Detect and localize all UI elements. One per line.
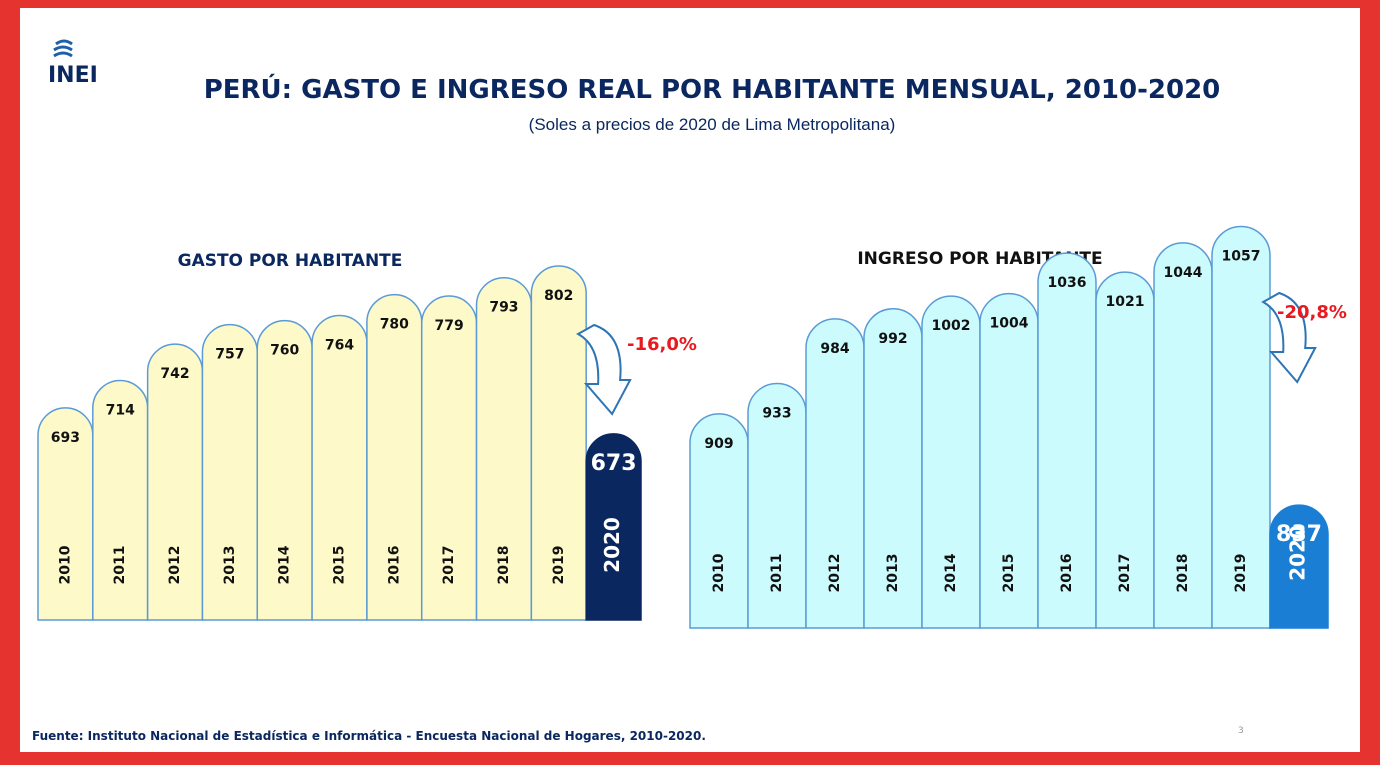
- page-subtitle: (Soles a precios de 2020 de Lima Metropo…: [529, 115, 896, 134]
- change-arrow: [576, 323, 632, 416]
- value-label: 1002: [932, 318, 971, 334]
- year-label: 2012: [827, 554, 843, 593]
- year-label: 2011: [112, 546, 128, 585]
- year-label: 2012: [167, 546, 183, 585]
- bar: [1211, 225, 1271, 629]
- logo-icon: [53, 39, 73, 58]
- page-number: 3: [1238, 726, 1244, 736]
- value-label: 1044: [1164, 265, 1203, 281]
- value-label: 793: [489, 300, 518, 316]
- bar: [530, 265, 587, 621]
- year-label: 2011: [769, 554, 785, 593]
- value-label: 1057: [1222, 248, 1261, 264]
- year-label: 2018: [1175, 554, 1191, 593]
- bar: [921, 295, 981, 629]
- year-label: 2019: [1233, 554, 1249, 593]
- year-label: 2017: [1117, 554, 1133, 593]
- value-label: 693: [51, 430, 80, 446]
- value-label: 1021: [1106, 294, 1145, 310]
- year-label: 2015: [1001, 554, 1017, 593]
- year-label: 2013: [222, 546, 238, 585]
- page-title: PERÚ: GASTO E INGRESO REAL POR HABITANTE…: [204, 73, 1221, 105]
- bar: [366, 293, 423, 621]
- year-label: 2014: [943, 553, 959, 592]
- value-label: 802: [544, 288, 573, 304]
- chart-title: INGRESO POR HABITANTE: [857, 249, 1102, 269]
- year-label: 2016: [386, 546, 402, 585]
- value-label: 742: [160, 366, 189, 382]
- value-label: 779: [435, 318, 464, 334]
- year-label: 2017: [441, 546, 457, 585]
- year-label: 2014: [277, 545, 293, 584]
- bar: [585, 433, 642, 621]
- bar: [1269, 504, 1329, 629]
- logo-text: INEI: [48, 63, 98, 88]
- value-label: 760: [270, 343, 299, 359]
- chart-title: GASTO POR HABITANTE: [178, 251, 403, 271]
- value-label: 714: [106, 403, 135, 419]
- value-label: 757: [215, 347, 244, 363]
- year-label: 2020: [1286, 525, 1310, 581]
- year-label: 2018: [496, 546, 512, 585]
- year-label: 2010: [711, 553, 727, 592]
- year-label: 2016: [1059, 554, 1075, 593]
- value-label: 780: [380, 317, 409, 333]
- change-arrow: [1261, 291, 1317, 384]
- year-label: 2010: [57, 545, 73, 584]
- year-label: 2020: [600, 517, 624, 573]
- value-label: 984: [820, 341, 849, 357]
- footer-source: Fuente: Instituto Nacional de Estadístic…: [32, 729, 706, 743]
- value-label: 992: [878, 331, 907, 347]
- value-label: 933: [762, 406, 791, 422]
- change-annotation: -16,0%: [627, 334, 697, 355]
- value-label: 1036: [1048, 275, 1087, 291]
- change-annotation: -20,8%: [1277, 302, 1347, 323]
- value-label: 837: [1276, 522, 1322, 547]
- value-label: 909: [704, 436, 733, 452]
- value-label: 1004: [990, 316, 1029, 332]
- value-label: 764: [325, 337, 354, 353]
- year-label: 2015: [332, 546, 348, 585]
- value-label: 673: [591, 451, 637, 476]
- bar: [1037, 252, 1097, 629]
- year-label: 2013: [885, 554, 901, 593]
- year-label: 2019: [551, 546, 567, 585]
